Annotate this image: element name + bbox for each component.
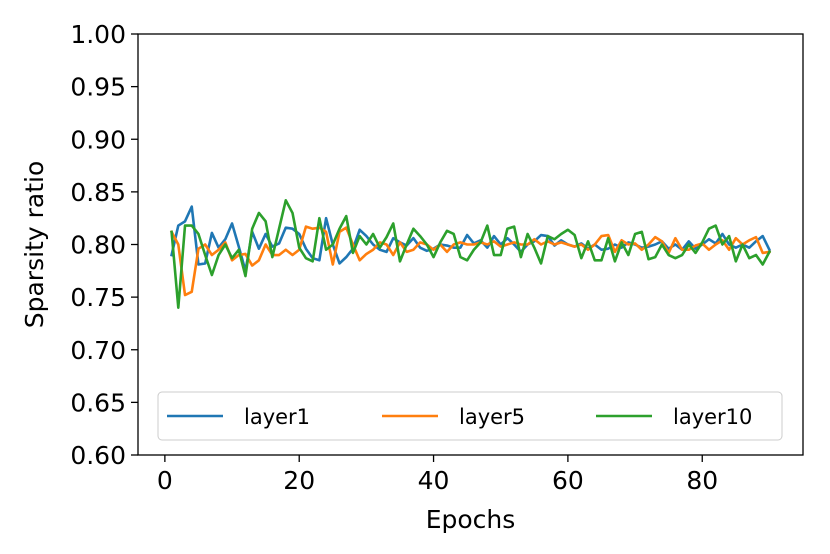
legend-label-layer1: layer1 <box>244 405 310 429</box>
legend: layer1 layer5 layer10 <box>157 391 783 441</box>
series-layer <box>169 199 772 309</box>
x-tick-label: 40 <box>418 466 450 495</box>
x-tick-label: 80 <box>686 466 718 495</box>
x-axis: 0 20 40 60 80 <box>157 455 718 495</box>
legend-label-layer10: layer10 <box>673 405 752 429</box>
y-tick-label: 0.65 <box>70 388 126 417</box>
y-tick-label: 0.80 <box>70 231 126 260</box>
y-tick-label: 0.75 <box>70 283 126 312</box>
x-tick-label: 0 <box>157 466 173 495</box>
y-axis: 0.60 0.65 0.70 0.75 0.80 0.85 0.90 0.95 1.00 <box>70 20 138 470</box>
x-axis-title: Epochs <box>426 505 516 534</box>
y-tick-label: 0.70 <box>70 336 126 365</box>
y-tick-label: 0.95 <box>70 73 126 102</box>
series-line-layer10 <box>170 199 772 309</box>
legend-frame <box>157 391 783 441</box>
y-tick-label: 0.90 <box>70 125 126 154</box>
y-tick-label: 0.60 <box>70 441 126 470</box>
y-axis-title: Sparsity ratio <box>20 161 49 329</box>
legend-label-layer5: layer5 <box>459 405 525 429</box>
x-tick-label: 60 <box>552 466 584 495</box>
y-tick-label: 1.00 <box>70 20 126 49</box>
x-tick-label: 20 <box>283 466 315 495</box>
y-tick-label: 0.85 <box>70 178 126 207</box>
